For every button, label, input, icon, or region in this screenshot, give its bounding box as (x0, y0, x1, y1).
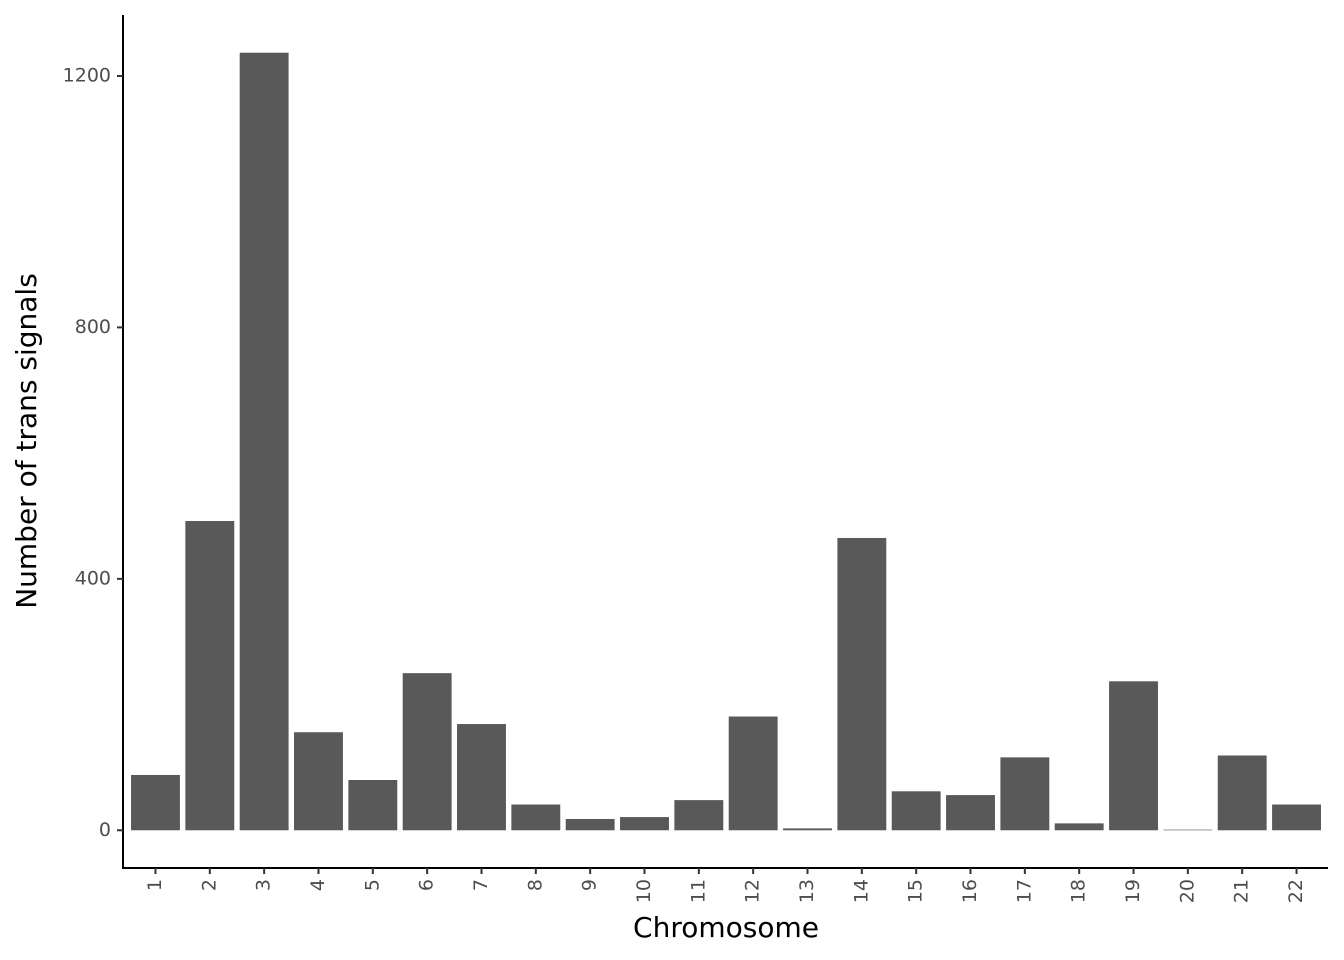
bar (891, 791, 941, 831)
x-axis-title: Chromosome (633, 911, 819, 944)
bar (131, 774, 180, 831)
x-tick-label: 20 (1176, 879, 1198, 903)
bar (511, 804, 561, 831)
bar (946, 795, 995, 831)
bar (674, 800, 724, 831)
bar (1272, 804, 1321, 831)
bar (783, 828, 832, 831)
x-tick-label: 7 (470, 879, 492, 891)
bar (457, 724, 506, 831)
x-tick-label: 13 (796, 879, 818, 903)
x-tick-label: 8 (524, 879, 546, 891)
bar (1109, 681, 1158, 831)
y-axis-title: Number of trans signals (10, 273, 43, 609)
x-tick-label: 10 (633, 879, 655, 903)
bar (185, 521, 235, 831)
bar (1000, 757, 1050, 831)
x-tick-label: 19 (1122, 879, 1144, 903)
x-tick-label: 11 (687, 879, 709, 903)
bar (1054, 823, 1104, 831)
x-tick-label: 22 (1285, 879, 1307, 903)
y-tick-label: 800 (75, 316, 111, 338)
bar (728, 716, 778, 831)
bar (1217, 755, 1267, 831)
x-tick-label: 3 (253, 879, 275, 891)
bar (348, 779, 398, 831)
x-tick-label: 16 (959, 879, 981, 903)
bar (1163, 829, 1213, 831)
x-tick-label: 4 (307, 879, 329, 891)
bar (565, 818, 615, 831)
bar (294, 732, 343, 831)
y-tick-label: 0 (99, 819, 111, 841)
y-tick-label: 1200 (63, 64, 111, 86)
x-tick-label: 9 (579, 879, 601, 891)
x-tick-label: 2 (198, 879, 220, 891)
x-tick-label: 15 (905, 879, 927, 903)
x-tick-label: 12 (742, 879, 764, 903)
bar (402, 673, 452, 831)
x-tick-label: 1 (144, 879, 166, 891)
y-tick-label: 400 (75, 567, 111, 589)
bar (620, 817, 669, 831)
x-tick-label: 6 (416, 879, 438, 891)
x-tick-label: 17 (1013, 879, 1035, 903)
x-tick-label: 21 (1231, 879, 1253, 903)
x-tick-label: 5 (361, 879, 383, 891)
bar (239, 52, 289, 831)
x-tick-label: 18 (1068, 879, 1090, 903)
x-tick-label: 14 (850, 879, 872, 903)
bar (837, 537, 887, 831)
